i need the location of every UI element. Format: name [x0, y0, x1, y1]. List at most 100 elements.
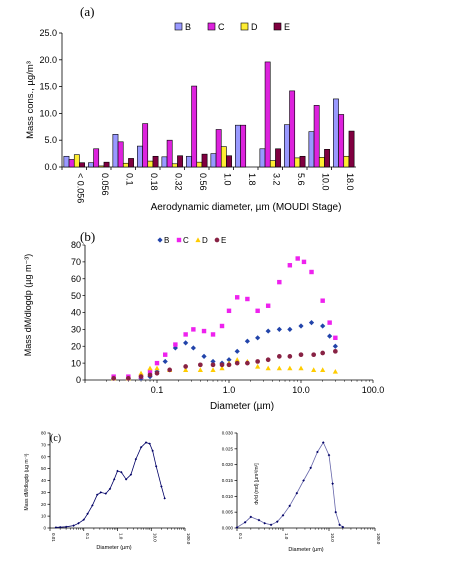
- point-D: [183, 367, 189, 372]
- legend-a: B C D E: [174, 22, 290, 32]
- y-tick-label-c-right: 0.020: [222, 462, 234, 467]
- point-c-right-series: [334, 510, 338, 514]
- point-C: [287, 263, 293, 268]
- point-C: [320, 298, 325, 303]
- bar-C: [142, 123, 149, 168]
- point-C: [301, 259, 307, 265]
- legend-swatch-B: [174, 22, 183, 31]
- y-axis-label-b: Mass dM/dlogdp (µg m⁻³): [23, 254, 33, 356]
- x-axis-label-b: Diameter (µm): [210, 401, 274, 412]
- bar-C: [264, 61, 271, 168]
- point-c-left-series: [58, 525, 62, 529]
- legend-label-B: B: [164, 236, 169, 245]
- point-E: [276, 354, 282, 359]
- plot-area-c-right: 0.000 0.005 0.010 0.015 0.020 0.025 0.030 0.1 1.…: [222, 431, 381, 545]
- point-C: [183, 332, 188, 337]
- point-c-left-series: [134, 457, 138, 461]
- point-c-right-series: [309, 466, 312, 470]
- y-tick-label-b: 10: [71, 358, 81, 368]
- point-E: [311, 352, 317, 358]
- y-tick-label-b: 50: [71, 291, 81, 301]
- legend-label-C: C: [183, 236, 189, 245]
- point-E: [234, 360, 240, 366]
- y-tick-label-a: 0.0: [44, 162, 57, 172]
- y-tick-label-c-left: 20: [41, 502, 47, 507]
- y-tick-label-c-right: 0.025: [222, 446, 234, 451]
- point-B: [183, 340, 189, 346]
- legend-marker-C: [176, 237, 182, 243]
- legend-label-D: D: [251, 22, 258, 32]
- point-c-right-series: [288, 504, 292, 508]
- x-tick-label-c-left: 0.01: [51, 533, 56, 542]
- x-tick-label-a: 5.6: [296, 173, 306, 186]
- y-axis-label-a: Mass cons., µg/m³: [25, 61, 36, 139]
- point-D: [265, 365, 271, 371]
- bar-C: [215, 129, 222, 168]
- point-c-right-series: [302, 479, 305, 482]
- y-tick-label-b: 20: [71, 341, 81, 351]
- point-D: [138, 370, 144, 376]
- legend-label-E: E: [284, 22, 290, 32]
- x-tick-label-b: 1.0: [223, 385, 236, 395]
- point-E: [265, 357, 271, 363]
- series-line-c-right-series: [236, 441, 344, 528]
- point-B: [201, 353, 207, 359]
- y-tick-label-c-right: 0.005: [222, 510, 234, 515]
- point-D: [276, 365, 282, 371]
- point-C: [210, 332, 216, 337]
- bar-D: [343, 155, 350, 168]
- y-tick-label-b: 70: [71, 257, 81, 267]
- legend-marker-E: [214, 237, 220, 243]
- panel-label-a: (a): [80, 4, 94, 19]
- point-D: [311, 367, 317, 372]
- x-tick-label-a: 3.2: [271, 173, 281, 186]
- point-c-left-series: [116, 469, 119, 473]
- point-B: [234, 348, 240, 354]
- point-B: [210, 358, 216, 365]
- series-line-c-left-series: [55, 442, 166, 528]
- legend-marker-B: [157, 237, 163, 243]
- bar-B: [284, 124, 290, 168]
- point-c-right-series: [338, 523, 341, 527]
- y-tick-label-a: 25.0: [39, 28, 57, 38]
- point-D: [197, 367, 203, 372]
- x-tick-label-a: 0.1: [124, 173, 134, 186]
- x-tick-label-a: 0.056: [100, 173, 110, 196]
- bar-E: [226, 155, 232, 168]
- bar-E: [103, 161, 110, 168]
- bar-B: [63, 155, 70, 168]
- point-C: [265, 303, 271, 308]
- plot-area-c-left: 0 10 20 30 40 50 60 70 80 0.01 0.1 1.0 10.0 100.0: [41, 431, 191, 545]
- point-D: [287, 365, 293, 371]
- y-tick-label-a: 20.0: [39, 55, 57, 65]
- bar-E: [177, 155, 183, 168]
- point-C: [245, 296, 250, 302]
- x-tick-label-c-right: 100.0: [376, 533, 381, 545]
- bar-D: [122, 162, 129, 168]
- point-c-left-series: [64, 525, 68, 529]
- legend-swatch-D: [240, 22, 249, 31]
- point-E: [167, 367, 173, 373]
- panel-b: (b) B C D E Mass dM/dlogdp (µg m⁻³) Diamete…: [23, 229, 384, 412]
- bar-E: [324, 149, 330, 168]
- panel-label-c: (c): [50, 433, 61, 444]
- bar-C: [240, 124, 247, 168]
- bar-B: [88, 162, 94, 168]
- x-tick-label-c-left: 1.0: [119, 533, 124, 540]
- bar-B: [308, 131, 315, 168]
- y-axis-label-c-right: dv/d (md) [µm³/m³]: [254, 463, 260, 505]
- bar-B: [210, 153, 217, 168]
- x-tick-label-c-right: 1.0: [284, 533, 289, 540]
- bar-E: [348, 130, 355, 168]
- point-E: [333, 348, 338, 354]
- panel-a: (a) B C D E Mass cons., µg/m³ Aerodynamic d…: [25, 4, 356, 213]
- x-tick-label-b: 100.0: [362, 385, 385, 395]
- point-C: [191, 327, 196, 332]
- point-B: [190, 345, 196, 351]
- legend-label-E: E: [221, 236, 226, 245]
- bar-B: [161, 156, 168, 168]
- point-B: [320, 323, 326, 329]
- point-c-left-series: [124, 478, 128, 481]
- x-tick-label-a: 0.32: [173, 173, 183, 191]
- point-E: [245, 360, 250, 366]
